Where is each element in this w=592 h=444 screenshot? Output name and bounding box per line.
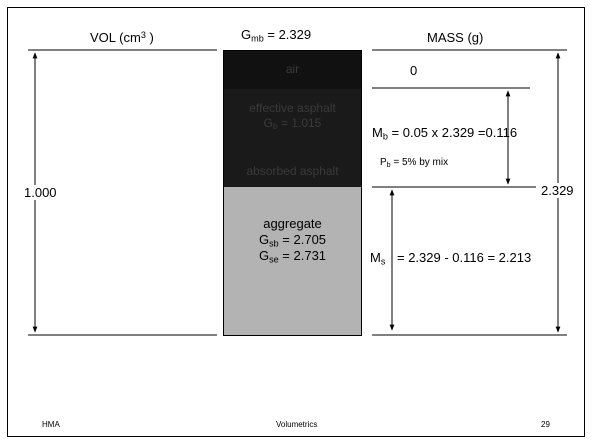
gsb-label: Gsb = 2.705	[258, 232, 327, 249]
ms-equation: Ms	[370, 250, 386, 267]
vol-header: VOL (cm3 )	[90, 29, 154, 45]
aggregate-label: aggregate	[263, 216, 322, 231]
air-label: air	[285, 62, 300, 76]
absorbed-asphalt-block: absorbed asphalt	[224, 155, 361, 188]
phase-column: air effective asphalt Gb = 1.015 absorbe…	[223, 50, 362, 336]
footer-left: HMA	[42, 420, 60, 429]
gmb-header: Gmb = 2.329	[241, 27, 312, 44]
page-number: 29	[541, 420, 550, 429]
mb-equation: Mb = 0.05 x 2.329 =0.116	[372, 125, 518, 142]
mass-header: MASS (g)	[427, 30, 484, 45]
air-mass: 0	[410, 63, 418, 78]
pb-label: Pb = 5% by mix	[380, 157, 449, 169]
air-block: air	[224, 51, 361, 90]
effective-asphalt-label: effective asphalt	[249, 101, 336, 115]
ms-value: = 2.329 - 0.116 = 2.213	[397, 250, 532, 265]
effective-asphalt-block: effective asphalt Gb = 1.015	[224, 89, 361, 156]
footer-center: Volumetrics	[276, 420, 318, 429]
absorbed-asphalt-label: absorbed asphalt	[246, 164, 339, 178]
gse-label: Gse = 2.731	[258, 248, 327, 265]
gb-label: Gb = 1.015	[263, 116, 322, 132]
volume-total: 1.000	[22, 185, 59, 200]
aggregate-block: aggregate Gsb = 2.705 Gse = 2.731	[224, 187, 361, 335]
slide-frame	[7, 7, 585, 437]
total-mass: 2.329	[540, 183, 575, 198]
